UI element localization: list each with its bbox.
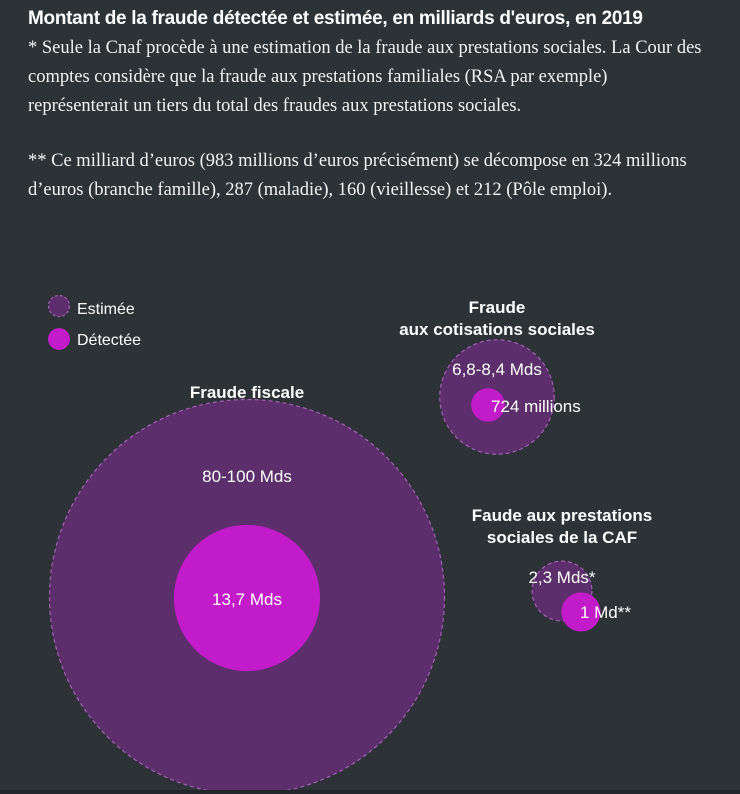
bottom-divider: [0, 790, 740, 794]
bubble-detected-caf: [561, 592, 601, 632]
label-estimated-fiscale: 80-100 Mds: [202, 467, 292, 486]
label-detected-caf: 1 Md**: [580, 603, 631, 622]
label-detected-fiscale: 13,7 Mds: [212, 590, 282, 609]
group-title-caf: sociales de la CAF: [487, 528, 637, 547]
legend-detected-label: Détectée: [77, 332, 141, 349]
legend-estimated-swatch: [47, 294, 71, 318]
chart-title: Montant de la fraude détectée et estimée…: [28, 8, 643, 29]
group-title-caf: Faude aux prestations: [472, 506, 652, 525]
footnote-milliard: ** Ce milliard d’euros (983 millions d’e…: [28, 151, 687, 200]
label-estimated-cotisations: 6,8-8,4 Mds: [452, 360, 542, 379]
label-estimated-caf: 2,3 Mds*: [528, 568, 595, 587]
bubble-detected-cotisations: [471, 388, 505, 422]
label-detected-cotisations: 724 millions: [491, 397, 581, 416]
group-title-cotisations: Fraude: [469, 298, 526, 317]
footnote-estimation: * Seule la Cnaf procède à une estimation…: [28, 38, 702, 116]
legend-detected-swatch: [48, 328, 70, 350]
group-title-fiscale: Fraude fiscale: [190, 383, 304, 402]
group-title-cotisations: aux cotisations sociales: [399, 320, 595, 339]
bubble-detected-fiscale: [173, 524, 321, 672]
legend-estimated-label: Estimée: [77, 301, 135, 318]
